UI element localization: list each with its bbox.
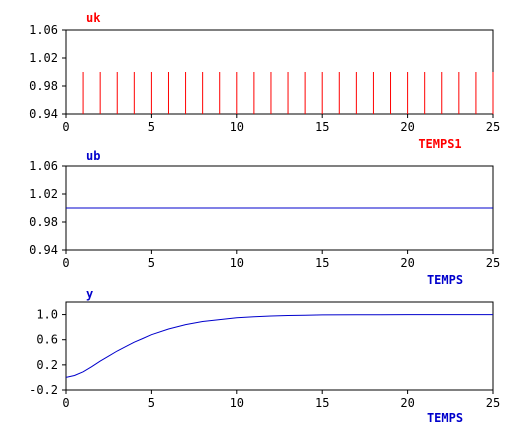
x-axis-label: TEMPS1	[418, 137, 461, 151]
y-tick-label: 0.98	[29, 79, 58, 93]
x-axis-label: TEMPS	[427, 411, 463, 425]
x-tick-label: 0	[62, 120, 69, 134]
x-tick-label: 5	[148, 396, 155, 410]
y-tick-label: 0.2	[36, 358, 58, 372]
y-tick-label: 1.0	[36, 308, 58, 322]
x-tick-label: 25	[486, 120, 500, 134]
y-tick-label: 1.06	[29, 159, 58, 173]
x-tick-label: 10	[230, 256, 244, 270]
x-tick-label: 25	[486, 396, 500, 410]
y-tick-label: 1.06	[29, 23, 58, 37]
plot-frame-uk	[65, 29, 494, 115]
y-tick-label: 1.02	[29, 187, 58, 201]
x-tick-label: 15	[315, 120, 329, 134]
x-tick-label: 20	[400, 256, 414, 270]
x-tick-label: 5	[148, 256, 155, 270]
y-tick-label: 0.98	[29, 215, 58, 229]
x-tick-label: 15	[315, 256, 329, 270]
y-tick-label: -0.2	[29, 383, 58, 397]
x-tick-label: 5	[148, 120, 155, 134]
x-tick-label: 10	[230, 120, 244, 134]
panel-title: y	[86, 287, 93, 301]
plot-frame-y	[65, 301, 494, 391]
x-tick-label: 20	[400, 120, 414, 134]
x-tick-label: 25	[486, 256, 500, 270]
panel-title: uk	[86, 11, 101, 25]
x-tick-label: 15	[315, 396, 329, 410]
x-tick-label: 0	[62, 256, 69, 270]
panel-title: ub	[86, 149, 100, 163]
x-tick-label: 20	[400, 396, 414, 410]
y-tick-label: 0.94	[29, 107, 58, 121]
series-line-y	[65, 314, 493, 378]
y-tick-label: 0.6	[36, 333, 58, 347]
x-tick-label: 0	[62, 396, 69, 410]
y-tick-label: 0.94	[29, 243, 58, 257]
x-axis-label: TEMPS	[427, 273, 463, 287]
y-tick-label: 1.02	[29, 51, 58, 65]
x-tick-label: 10	[230, 396, 244, 410]
